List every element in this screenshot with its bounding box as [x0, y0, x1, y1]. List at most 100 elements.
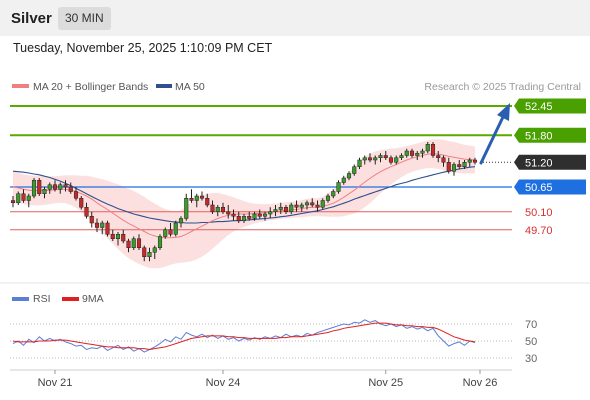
timeframe-badge[interactable]: 30 MIN [58, 7, 111, 30]
candle [247, 211, 252, 221]
rsi-tick-label: 70 [525, 319, 537, 331]
candle [31, 178, 37, 199]
candle [378, 153, 383, 163]
candle [289, 202, 294, 214]
candle [63, 180, 68, 192]
candle [142, 245, 147, 262]
candle [173, 220, 178, 237]
candle [278, 202, 283, 214]
legend-swatch-rsi [12, 297, 29, 301]
candle [467, 157, 472, 167]
x-tick-label: Nov 21 [38, 377, 73, 389]
candle [462, 160, 467, 169]
candle [115, 232, 121, 246]
level-label-support: 50.10 [525, 207, 553, 219]
candle [415, 151, 420, 160]
projection-arrow [479, 103, 510, 165]
level-label-resistance: 51.80 [525, 130, 553, 142]
level-box [514, 154, 586, 170]
candle [205, 193, 210, 208]
candle [89, 211, 94, 228]
candle [189, 189, 194, 203]
candle [147, 247, 152, 262]
candle [268, 207, 273, 219]
candle [362, 155, 367, 165]
candle [16, 191, 21, 205]
copyright-text: Research © 2025 Trading Central [424, 81, 581, 93]
candle [331, 189, 336, 199]
candle [136, 234, 142, 250]
legend-label-ma20: MA 20 + Bollinger Bands [33, 81, 148, 93]
candle [73, 187, 79, 201]
candle [131, 236, 136, 250]
candle [257, 209, 262, 219]
x-tick-label: Nov 25 [368, 377, 403, 389]
candle [152, 245, 157, 259]
candle [310, 198, 315, 208]
candle [367, 153, 373, 163]
candle [157, 234, 163, 250]
candle [199, 191, 205, 201]
candle [352, 164, 357, 176]
level-label-resistance: 52.45 [525, 101, 553, 113]
chart-datetime: Tuesday, November 25, 2025 1:10:09 PM CE… [13, 41, 273, 55]
candle [168, 223, 173, 237]
candle [184, 193, 189, 221]
level-label-pivot: 50.65 [525, 182, 553, 194]
x-tick-label: Nov 24 [206, 377, 241, 389]
candle [47, 182, 52, 194]
candle [26, 193, 31, 208]
legend-swatch-ma50 [156, 84, 172, 88]
candle [430, 142, 436, 158]
level-labels: 52.45 51.80 51.20 50.65 50.10 49.70 [514, 98, 586, 237]
rsi-panel: 70 50 30 [10, 319, 537, 365]
level-label-support: 49.70 [525, 225, 553, 237]
candle [68, 182, 73, 194]
candle [42, 187, 47, 199]
candle [420, 148, 425, 158]
candle [262, 211, 268, 221]
level-box [514, 179, 586, 195]
legend-label-rsi: RSI [33, 293, 51, 305]
candle [273, 205, 278, 217]
candle [399, 153, 404, 160]
instrument-title: Silver [11, 10, 52, 27]
rsi-tick-label: 30 [525, 353, 537, 365]
projection-arrow-head [497, 103, 510, 121]
candle [472, 157, 478, 165]
candle [194, 193, 199, 208]
candle [320, 198, 325, 210]
candle [373, 155, 378, 165]
level-lines [10, 105, 512, 231]
candle [126, 238, 131, 253]
candle [341, 175, 346, 185]
candle [100, 220, 105, 235]
candle [215, 205, 220, 217]
candle [252, 211, 257, 221]
candle [325, 193, 331, 203]
candle [21, 189, 26, 203]
candle [37, 178, 42, 196]
candle [457, 160, 462, 169]
candles [10, 142, 478, 262]
bollinger-fill [13, 139, 475, 269]
candle [84, 202, 89, 219]
candle [231, 209, 236, 221]
rsi-line [12, 319, 476, 353]
candle [299, 202, 304, 212]
candle [436, 151, 441, 163]
x-axis-ticks: Nov 21 Nov 24 Nov 25 Nov 26 [38, 370, 497, 389]
candle [357, 157, 362, 169]
rsi-ma-line [12, 322, 476, 351]
candle [294, 200, 299, 212]
candle [441, 155, 446, 167]
candle [58, 182, 63, 194]
candle [388, 155, 394, 165]
legend-label-ma50: MA 50 [175, 81, 205, 93]
legend-swatch-ma20 [12, 84, 29, 88]
candle [409, 148, 415, 158]
level-label-last: 51.20 [525, 157, 553, 169]
level-box [514, 98, 586, 114]
candle [236, 211, 241, 223]
